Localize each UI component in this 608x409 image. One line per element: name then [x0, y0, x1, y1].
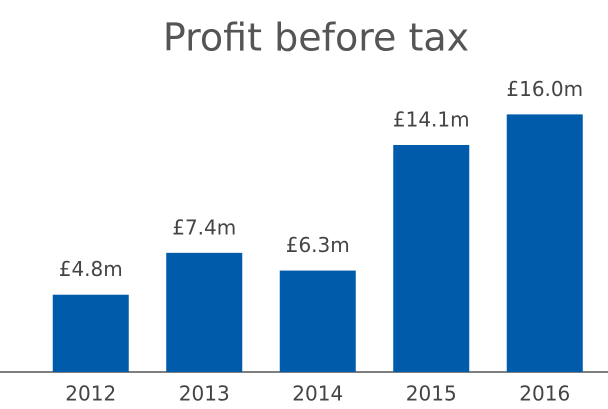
x-tick-label: 2012 [65, 382, 116, 406]
bar [166, 252, 243, 372]
x-tick-label: 2016 [519, 382, 570, 406]
value-label: £4.8m [59, 257, 123, 281]
value-label: £16.0m [506, 77, 583, 101]
bar [52, 294, 129, 372]
bar [506, 114, 583, 373]
x-tick-label: 2015 [406, 382, 457, 406]
value-label: £7.4m [172, 215, 236, 239]
x-tick-label: 2013 [179, 382, 230, 406]
bar [393, 144, 470, 372]
value-label: £14.1m [393, 107, 470, 131]
chart-title: Profit before tax [163, 16, 469, 60]
value-label: £6.3m [286, 233, 350, 257]
x-tick-label: 2014 [292, 382, 343, 406]
bar [279, 270, 356, 372]
